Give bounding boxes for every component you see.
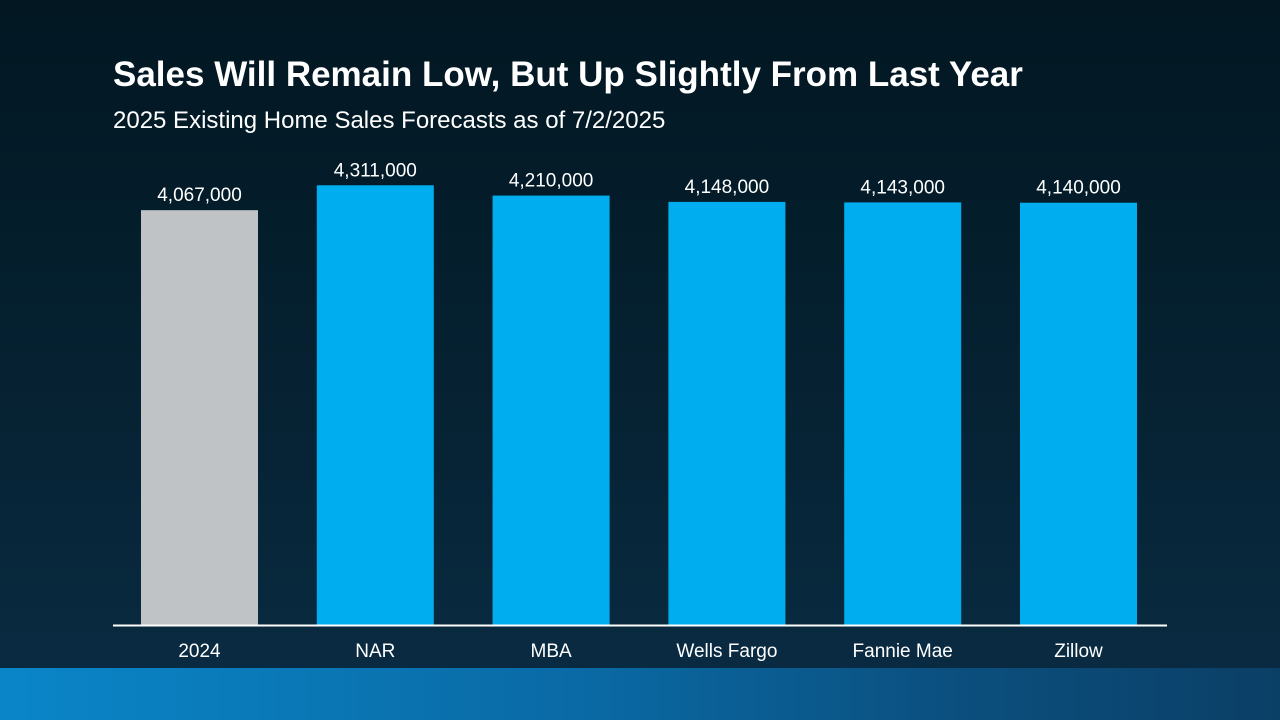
data-label: 4,067,000 [157, 185, 242, 206]
data-label: 4,210,000 [509, 171, 594, 192]
bar-mba [492, 195, 610, 625]
category-label: NAR [355, 641, 395, 662]
category-label: 2024 [178, 641, 221, 662]
bar-nar [316, 185, 434, 625]
bar-chart: 4,067,000 2024 4,311,000 NAR 4,210,000 MBA 4,1… [141, 160, 1137, 662]
chart-title: Sales Will Remain Low, But Up Slightly F… [113, 55, 1023, 94]
data-label: 4,311,000 [334, 160, 417, 181]
category-label: Zillow [1054, 641, 1103, 662]
chart-subtitle: 2025 Existing Home Sales Forecasts as of… [113, 107, 666, 134]
bar-wells-fargo [668, 201, 786, 626]
data-label: 4,143,000 [860, 177, 945, 198]
category-label: Fannie Mae [853, 641, 953, 662]
footer-band [0, 668, 1280, 720]
bar-fannie-mae [844, 202, 962, 625]
data-label: 4,140,000 [1036, 178, 1121, 199]
bar-2024 [141, 210, 258, 625]
category-label: Wells Fargo [676, 641, 777, 662]
category-label: MBA [531, 641, 573, 662]
data-label: 4,148,000 [685, 177, 770, 198]
bar-zillow [1020, 202, 1137, 625]
